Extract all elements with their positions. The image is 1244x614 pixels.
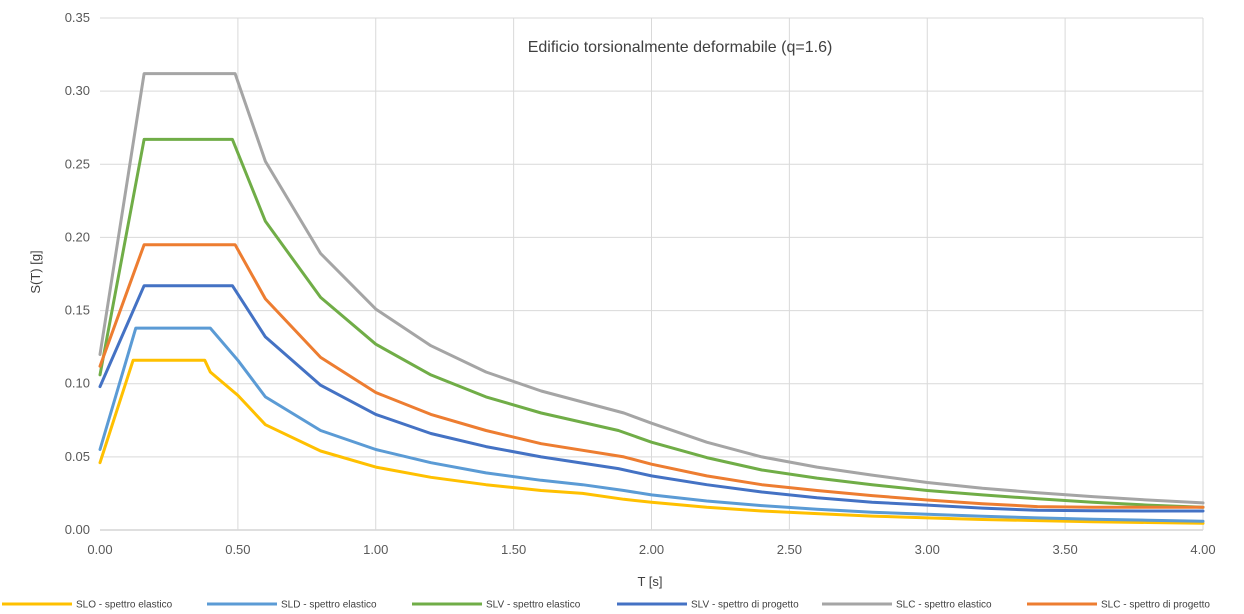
legend: SLO - spettro elastico SLD - spettro elas… xyxy=(2,600,1210,611)
x-tick-label: 4.00 xyxy=(1190,542,1215,557)
y-tick-label: 0.05 xyxy=(65,449,90,464)
series-line-4 xyxy=(98,72,1205,505)
series-line-5 xyxy=(98,243,1205,509)
series-line-3 xyxy=(98,284,1205,513)
legend-label-0: SLO - spettro elastico xyxy=(76,600,173,611)
y-tick-label: 0.10 xyxy=(65,376,90,391)
legend-label-5: SLC - spettro di progetto xyxy=(1101,600,1210,611)
grid xyxy=(100,17,1204,531)
y-tick-labels: 0.00 0.05 0.10 0.15 0.20 0.25 0.30 0.35 xyxy=(65,10,90,537)
x-tick-labels: 0.00 0.50 1.00 1.50 2.00 2.50 3.00 3.50 4.00 xyxy=(87,542,1215,557)
y-tick-label: 0.30 xyxy=(65,83,90,98)
y-tick-label: 0.35 xyxy=(65,10,90,25)
y-tick-label: 0.20 xyxy=(65,229,90,244)
legend-label-3: SLV - spettro di progetto xyxy=(691,600,799,611)
legend-label-4: SLC - spettro elastico xyxy=(896,600,992,611)
x-tick-label: 2.50 xyxy=(777,542,802,557)
chart-title: Edificio torsionalmente deformabile (q=1… xyxy=(528,39,833,56)
x-tick-label: 1.00 xyxy=(363,542,388,557)
x-axis-title: T [s] xyxy=(637,574,662,589)
x-tick-label: 0.50 xyxy=(225,542,250,557)
legend-label-1: SLD - spettro elastico xyxy=(281,600,377,611)
x-tick-label: 2.00 xyxy=(639,542,664,557)
series-line-0 xyxy=(98,358,1205,525)
series-line-2 xyxy=(98,137,1205,509)
x-tick-label: 3.50 xyxy=(1052,542,1077,557)
y-tick-label: 0.25 xyxy=(65,156,90,171)
y-axis-title: S(T) [g] xyxy=(28,250,43,293)
legend-label-2: SLV - spettro elastico xyxy=(486,600,581,611)
x-tick-label: 1.50 xyxy=(501,542,526,557)
x-tick-label: 0.00 xyxy=(87,542,112,557)
series-lines xyxy=(98,72,1205,525)
series-line-1 xyxy=(98,326,1205,523)
y-tick-label: 0.00 xyxy=(65,522,90,537)
y-tick-label: 0.15 xyxy=(65,303,90,318)
x-tick-label: 3.00 xyxy=(915,542,940,557)
